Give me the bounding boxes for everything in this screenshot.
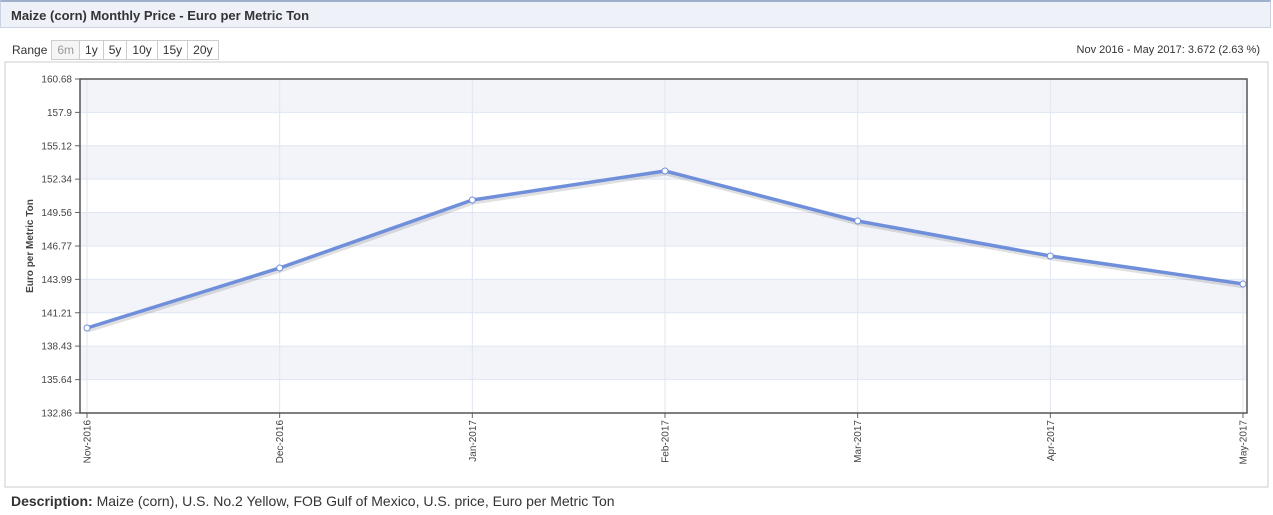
y-tick-label: 135.64 [41,375,72,386]
y-tick-label: 155.12 [41,141,72,152]
plot-band [80,212,1247,246]
y-tick-label: 141.21 [41,308,72,319]
range-button[interactable]: 1y [79,40,104,60]
y-axis-label: Euro per Metric Ton [25,199,36,293]
x-tick-label: Dec-2016 [275,420,286,464]
x-tick-label: Feb-2017 [661,420,672,463]
plot-band [80,346,1247,380]
plot-band [80,279,1247,313]
x-tick-label: Mar-2017 [853,420,864,463]
point [83,324,91,332]
description-label: Description: [11,493,93,509]
summary: Nov 2016 - May 2017: 3.672 (2.63 %) [1076,44,1260,56]
header-title: Maize (corn) Monthly Price - Euro per Me… [11,8,310,23]
point [854,217,862,225]
y-tick-label: 152.34 [41,175,72,186]
y-tick-label: 146.77 [41,242,72,253]
description: Description: Maize (corn), U.S. No.2 Yel… [11,493,615,509]
y-tick-label: 132.86 [41,409,72,420]
x-tick-label: Jan-2017 [468,420,479,462]
y-tick-label: 138.43 [41,342,72,353]
point [1046,252,1054,260]
plot-band [80,79,1247,113]
y-tick-label: 157.9 [47,108,72,119]
x-tick-label: May-2017 [1239,420,1250,465]
range-button[interactable]: 10y [126,40,158,60]
range-button[interactable]: 15y [156,40,189,60]
y-tick-label: 160.68 [41,75,72,86]
point [1239,280,1247,288]
range-button[interactable]: 20y [187,40,219,60]
range-label: Range [12,43,48,57]
point [661,167,669,175]
point [468,196,476,204]
point [276,264,284,272]
chart-frame [4,61,1269,488]
y-tick-label: 143.99 [41,275,72,286]
description-text: Maize (corn), U.S. No.2 Yellow, FOB Gulf… [96,493,615,509]
header: Maize (corn) Monthly Price - Euro per Me… [0,0,1271,28]
chart: 132.86 135.64 138.43 141.21 143.99 146.77 149.… [4,61,1269,488]
x-tick-label: Nov-2016 [83,420,94,464]
plot-border [79,78,1248,414]
range-button[interactable]: 5y [102,40,128,60]
x-tick-label: Apr-2017 [1046,420,1057,462]
range-selector: Range 6m 1y 5y 10y 15y 20y [12,40,219,60]
y-tick-label: 149.56 [41,208,72,219]
